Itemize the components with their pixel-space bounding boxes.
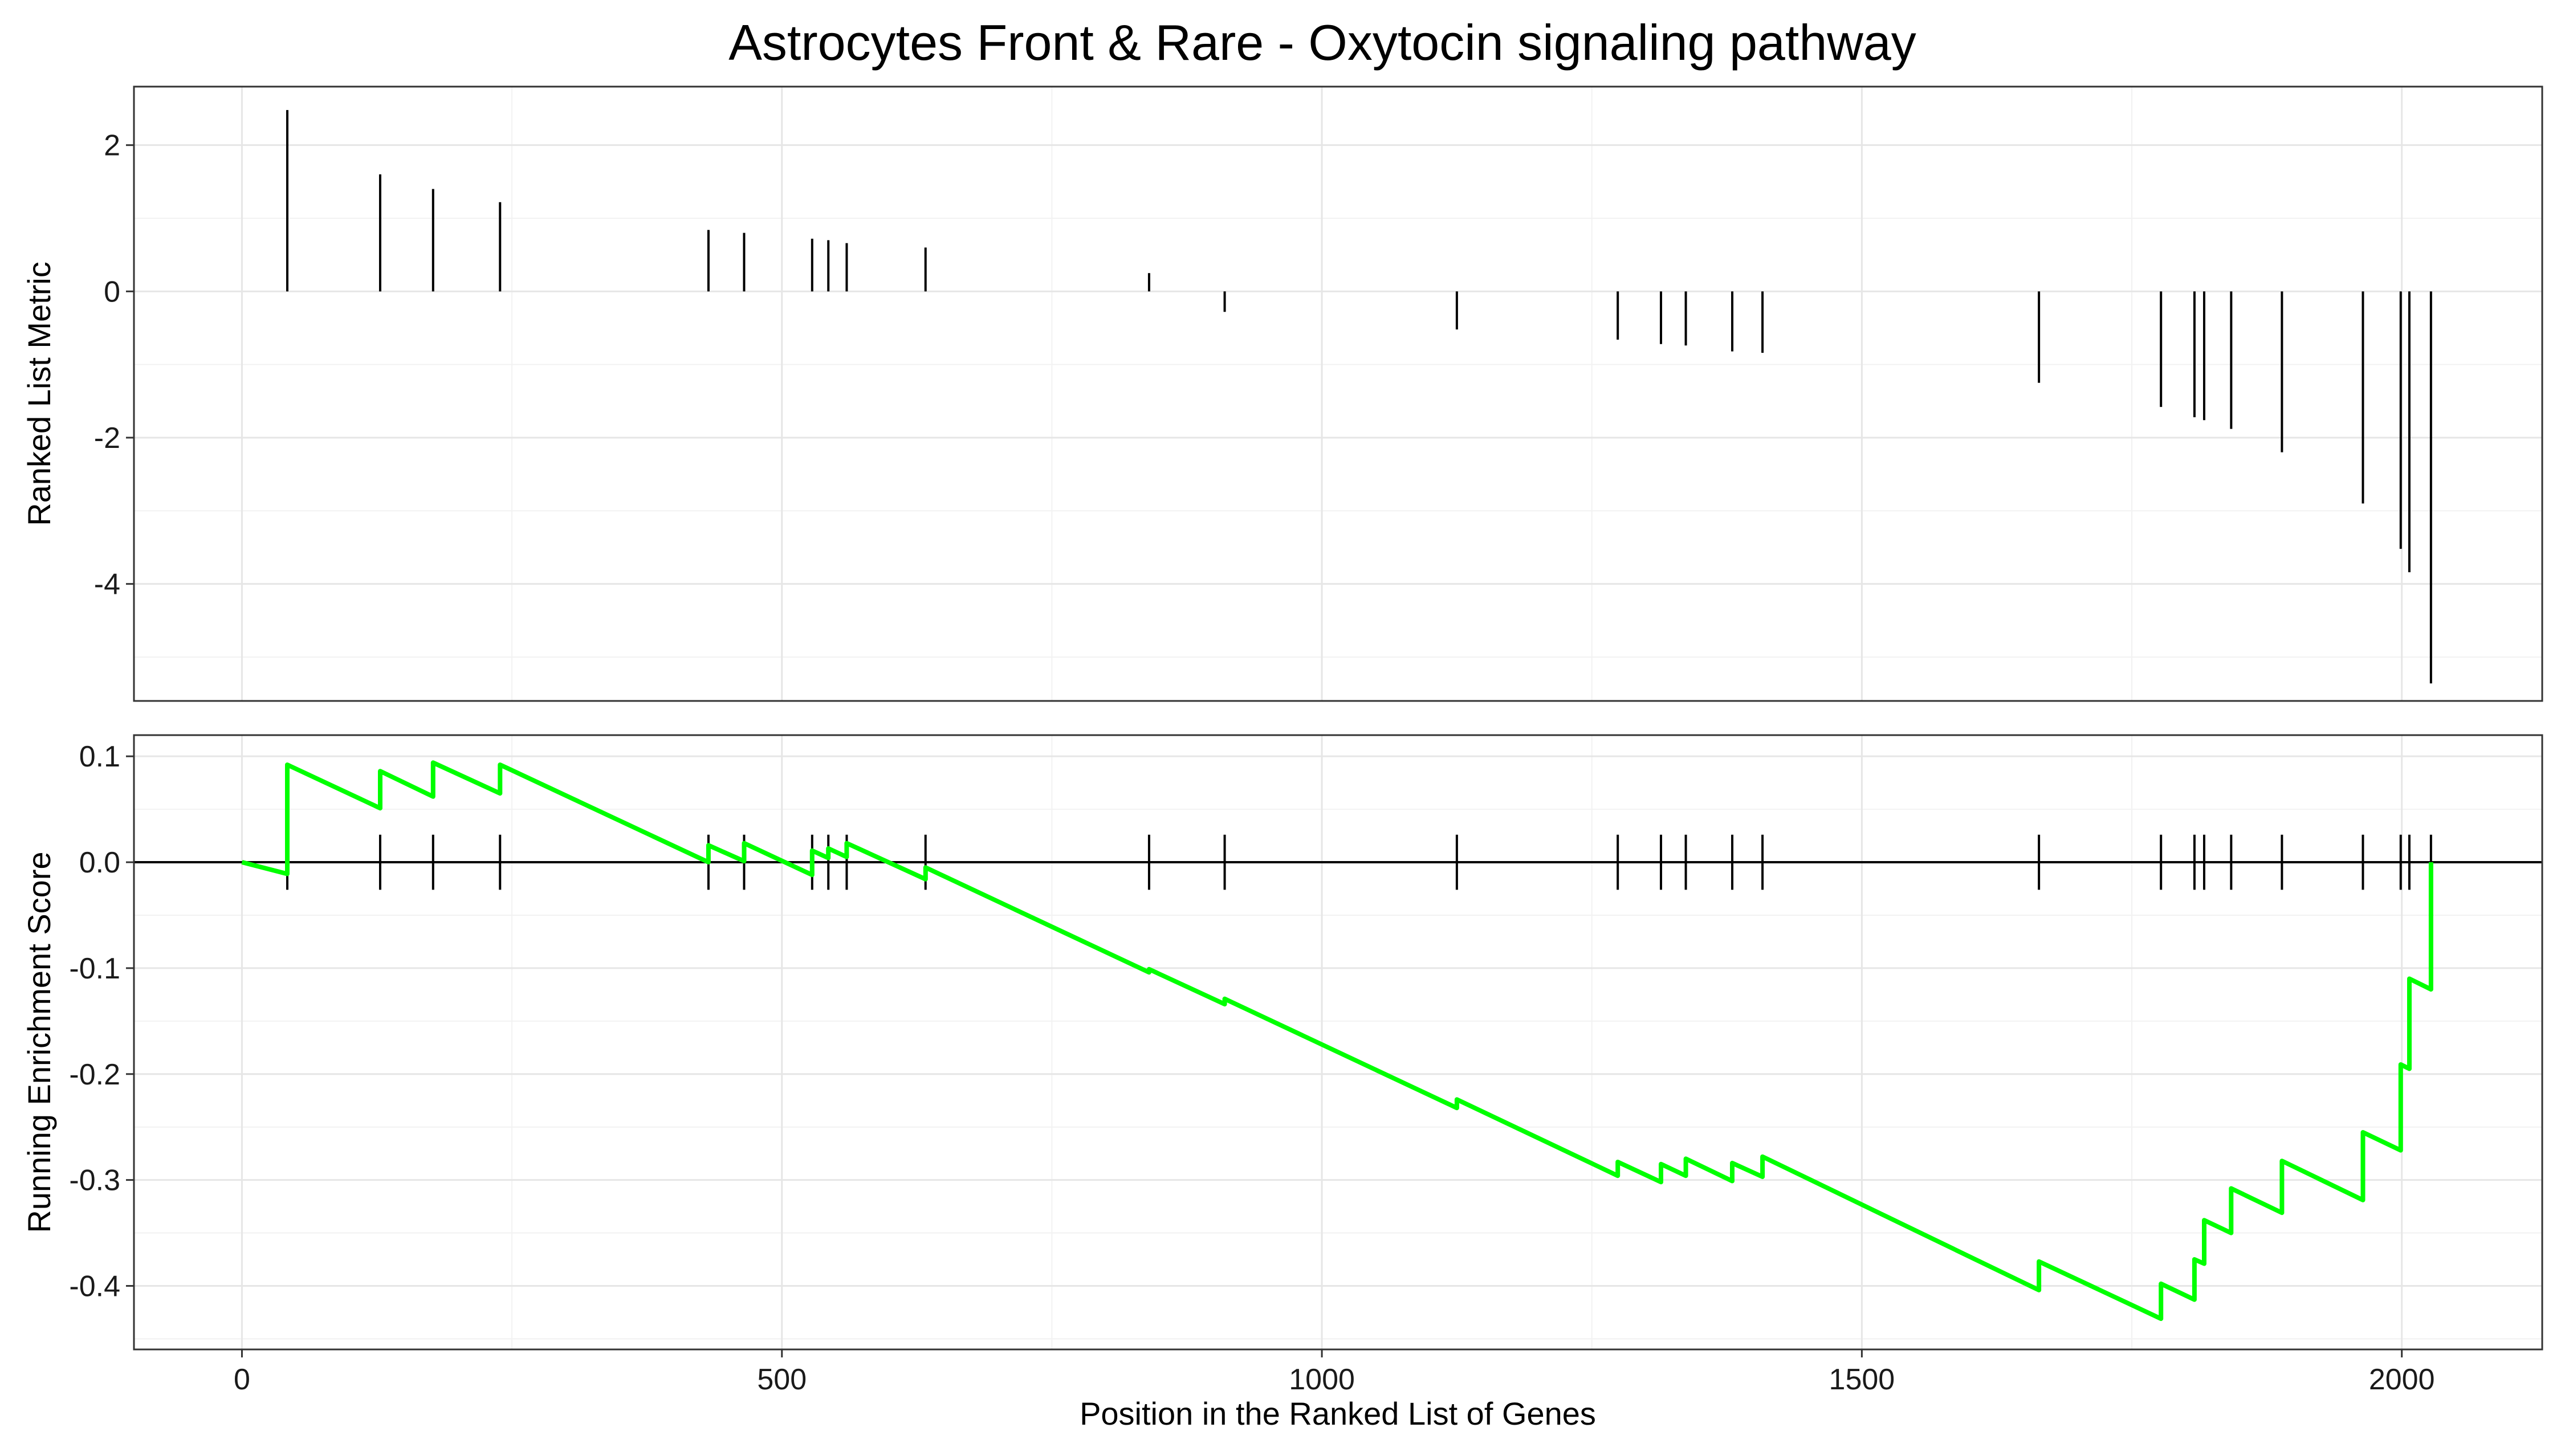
enrichment-y-tick-label: -0.4 [69, 1270, 120, 1303]
enrichment-y-tick-label: -0.3 [69, 1164, 120, 1197]
enrichment-score-x-ticks: 0 500 1000 1500 2000 [234, 1349, 2435, 1396]
ranked-metric-y-axis-label: Ranked List Metric [21, 262, 57, 526]
ranked-metric-panel-border [133, 85, 2543, 702]
enrichment-y-tick-label: -0.2 [69, 1058, 120, 1091]
enrichment-score-panel-border [133, 734, 2543, 1351]
enrichment-y-tick-label: -0.1 [69, 952, 120, 985]
x-tick-label: 2000 [2369, 1363, 2435, 1396]
ranked-metric-y-tick-label: -2 [94, 422, 120, 455]
enrichment-y-tick-label: 0.1 [79, 740, 120, 773]
x-tick-label: 1500 [1829, 1363, 1895, 1396]
ranked-metric-bars [286, 110, 2432, 684]
x-tick-label: 500 [757, 1363, 807, 1396]
ranked-metric-y-ticks: 2 0 -2 -4 [94, 129, 134, 601]
ranked-metric-y-tick-label: -4 [94, 568, 120, 601]
enrichment-score-panel: 0.10.0-0.1-0.2-0.3-0.4 0 500 1000 1500 2000 … [21, 734, 2543, 1431]
enrichment-score-gridlines [134, 735, 2542, 1349]
enrichment-score-y-axis-label: Running Enrichment Score [21, 851, 57, 1233]
x-axis-label: Position in the Ranked List of Genes [1080, 1396, 1596, 1431]
ranked-metric-y-tick-label: 2 [104, 129, 120, 162]
ranked-metric-y-tick-label: 0 [104, 275, 120, 308]
running-enrichment-score-line [241, 760, 2433, 1322]
enrichment-score-panel-background [134, 735, 2542, 1349]
chart-title: Astrocytes Front & Rare - Oxytocin signa… [728, 14, 1916, 71]
x-tick-label: 1000 [1289, 1363, 1355, 1396]
ranked-metric-panel-background [134, 87, 2542, 701]
ranked-metric-panel: 2 0 -2 -4 Ranked List Metric [21, 85, 2543, 702]
ranked-metric-gridlines [134, 87, 2542, 701]
enrichment-score-y-ticks: 0.1 0.0 -0.1 -0.2 -0.3 -0.4 [69, 740, 134, 1303]
enrichment-y-tick-label: 0.0 [79, 846, 120, 879]
x-tick-label: 0 [234, 1363, 250, 1396]
